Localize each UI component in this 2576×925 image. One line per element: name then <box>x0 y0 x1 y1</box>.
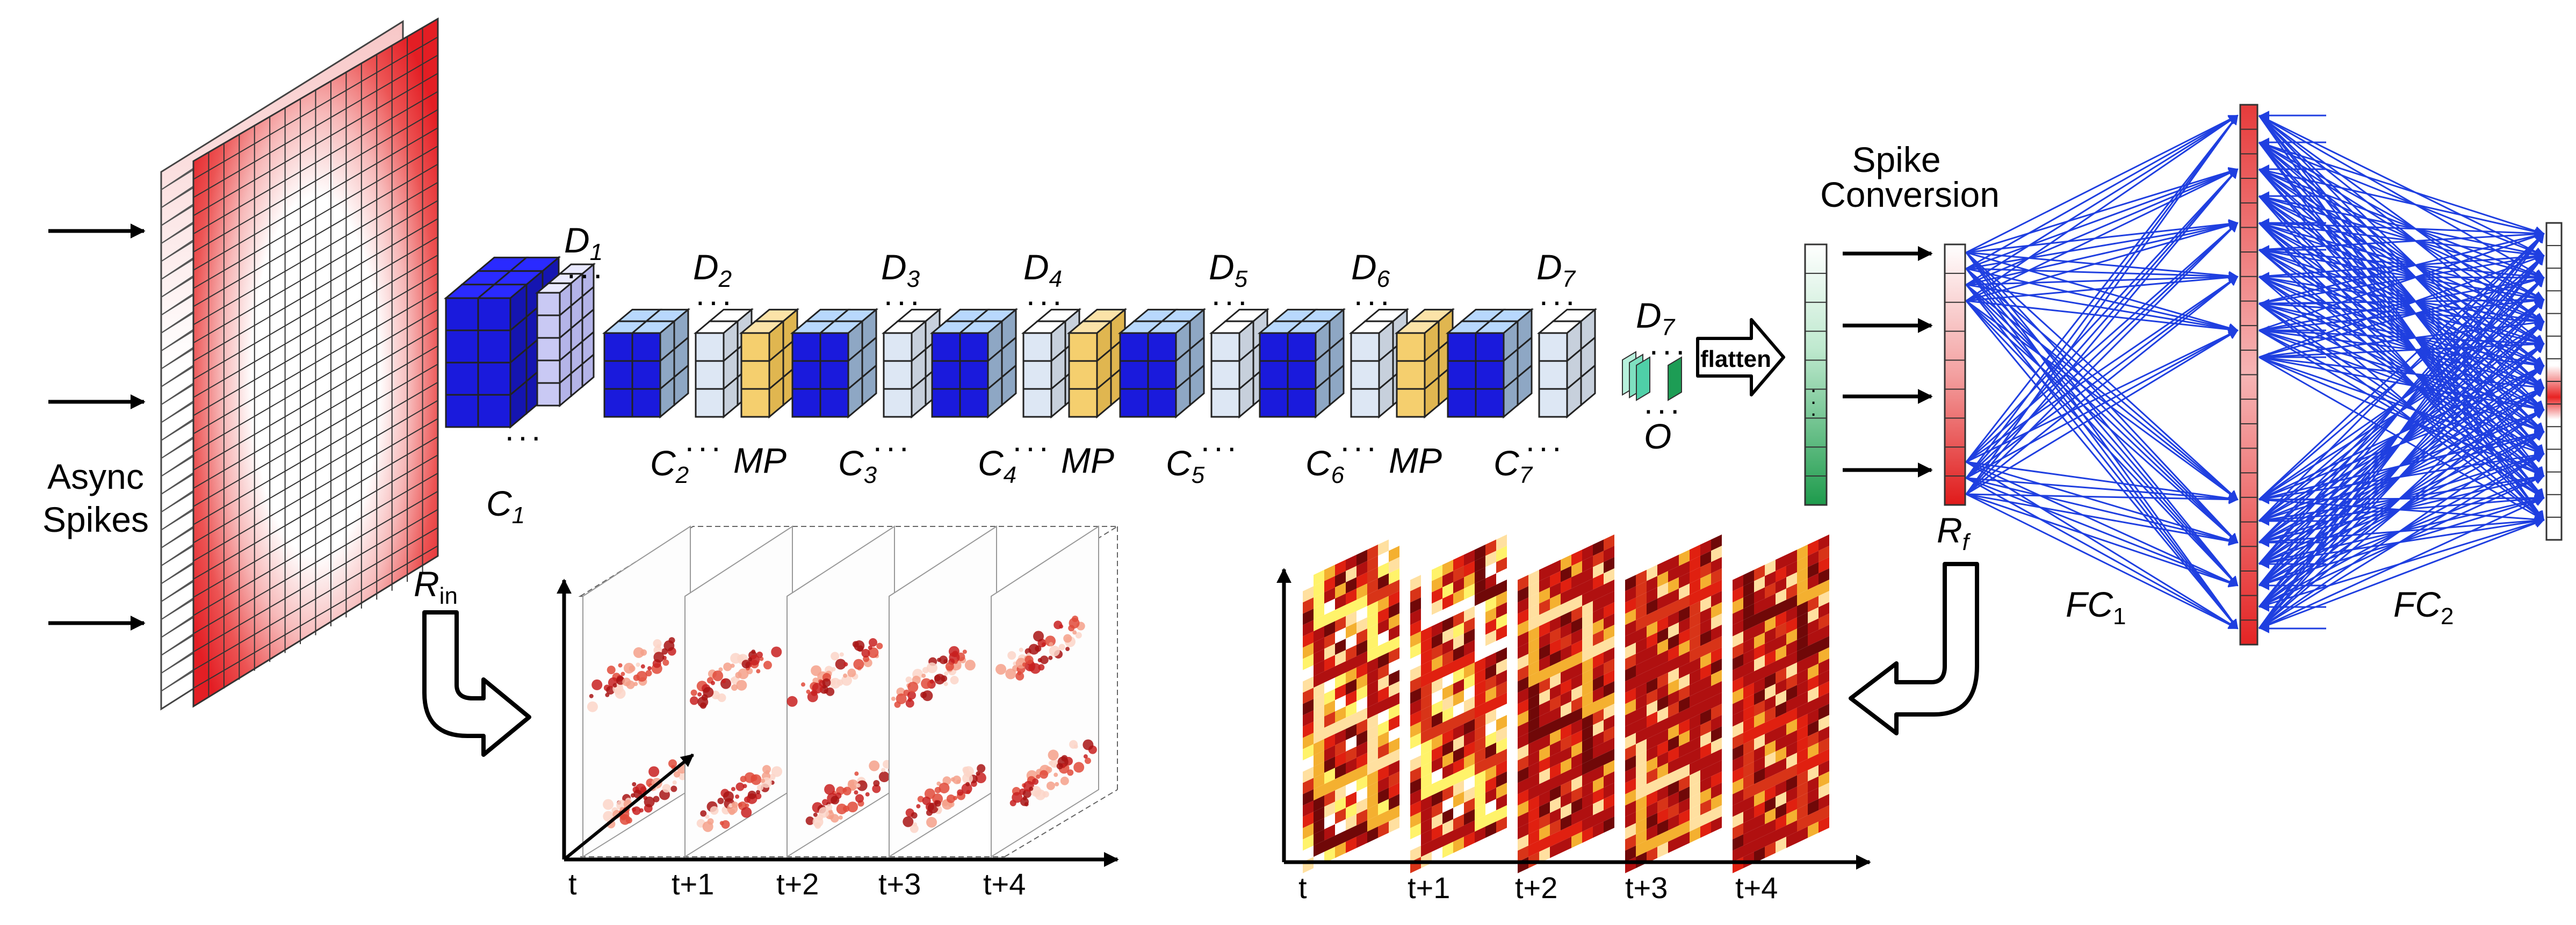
conv-block <box>1445 308 1534 419</box>
svg-text:...: ... <box>1026 276 1066 312</box>
fc1-label: FC1 <box>2066 584 2126 630</box>
dropout-block <box>881 308 942 419</box>
dropout-label-d6: D6 <box>1351 247 1390 292</box>
spike-conversion-arrows <box>1843 246 1933 478</box>
conv-label-c3: C3 <box>838 443 877 488</box>
async-label: Async <box>47 457 144 496</box>
svg-text:...: ... <box>873 422 913 458</box>
svg-text:...: ... <box>1649 326 1689 362</box>
input-time-tick: t <box>568 867 577 901</box>
svg-text:...: ... <box>884 276 923 312</box>
output-dropout-label: D7 <box>1636 295 1676 341</box>
maxpool-label: MP <box>1389 440 1442 480</box>
output-block: ... ... D7 O <box>1622 295 1689 456</box>
input-time-tick: t+1 <box>672 867 714 901</box>
dropout-label-d2: D2 <box>693 247 732 292</box>
svg-text:...: ... <box>1340 422 1380 458</box>
conv-block <box>1117 308 1207 419</box>
conv-label-c2: C2 <box>650 443 689 488</box>
maxpool-block <box>1066 308 1128 419</box>
flatten-arrow-icon: flatten <box>1696 318 1785 396</box>
input-time-tick: t+3 <box>878 867 921 901</box>
output-time-tick: t+4 <box>1735 871 1778 905</box>
svg-text:...: ... <box>1201 422 1240 458</box>
fc2-label: FC2 <box>2393 584 2454 630</box>
svg-text:.: . <box>1810 373 1816 397</box>
hollow-curved-arrow-icon <box>1849 562 1979 735</box>
svg-text:...: ... <box>1644 385 1684 421</box>
flattened-vector: . . . <box>1804 243 1828 506</box>
svg-text:.: . <box>1810 385 1816 409</box>
rf-vector <box>1944 243 1966 506</box>
dropout-block <box>1209 308 1270 419</box>
svg-text:...: ... <box>1526 422 1565 458</box>
input-time-series: t t+1 t+2 t+3 t+4 <box>557 525 1120 901</box>
output-time-tick: t+3 <box>1625 871 1668 905</box>
dropout-label-d5: D5 <box>1209 247 1248 292</box>
conv-block <box>929 308 1019 419</box>
flatten-label: flatten <box>1700 346 1771 372</box>
svg-text:...: ... <box>1539 276 1579 312</box>
svg-text:...: ... <box>505 411 545 447</box>
svg-text:...: ... <box>567 249 607 285</box>
conv-label-c1: C1 <box>486 483 525 529</box>
output-time-series: t t+1 t+2 t+3 t+4 <box>1276 534 1871 905</box>
svg-text:...: ... <box>685 422 725 458</box>
svg-text:...: ... <box>696 276 735 312</box>
conv-block <box>1257 308 1346 419</box>
conv-label-c4: C4 <box>978 443 1016 488</box>
input-spike-planes <box>160 17 439 711</box>
svg-text:...: ... <box>1211 276 1251 312</box>
output-time-tick: t+1 <box>1408 871 1450 905</box>
output-label: O <box>1644 416 1671 456</box>
output-time-tick: t <box>1298 871 1307 905</box>
svg-text:.: . <box>1810 397 1816 421</box>
fc-connections <box>1965 111 2545 633</box>
input-arrows <box>48 223 146 631</box>
conv-pipeline: C1D1...C2D2...C3D3...C4D4...C5D5...C6D6.… <box>443 220 1598 529</box>
maxpool-label: MP <box>1061 440 1114 480</box>
dropout-label-d1: D1 <box>564 220 603 265</box>
rf-label: Rf <box>1937 510 1972 555</box>
maxpool-block <box>1394 308 1455 419</box>
dropout-block <box>1536 308 1598 419</box>
fc1-layer <box>2239 104 2258 646</box>
conv-block <box>790 308 879 419</box>
conv-label-c6: C6 <box>1305 443 1345 488</box>
output-time-tick: t+2 <box>1515 871 1557 905</box>
svg-text:...: ... <box>1354 276 1394 312</box>
hollow-curved-arrow-icon <box>422 610 531 757</box>
rin-label: Rin <box>414 564 458 609</box>
fc2-layer <box>2545 222 2563 541</box>
maxpool-block <box>739 308 800 419</box>
input-time-tick: t+2 <box>776 867 819 901</box>
conv-block <box>602 308 691 419</box>
dropout-label-d3: D3 <box>881 247 920 292</box>
conv-label-c5: C5 <box>1166 443 1205 488</box>
dropout-label-d4: D4 <box>1023 247 1062 292</box>
dropout-block-d1 <box>535 262 596 408</box>
spike-label: Spike <box>1852 140 1940 179</box>
input-time-tick: t+4 <box>983 867 1026 901</box>
maxpool-label: MP <box>733 440 786 480</box>
conv-label-c7: C7 <box>1493 443 1533 488</box>
svg-text:...: ... <box>1013 422 1052 458</box>
spikes-label: Spikes <box>42 500 149 539</box>
conversion-label: Conversion <box>1820 175 2000 214</box>
dropout-label-d7: D7 <box>1536 247 1576 292</box>
